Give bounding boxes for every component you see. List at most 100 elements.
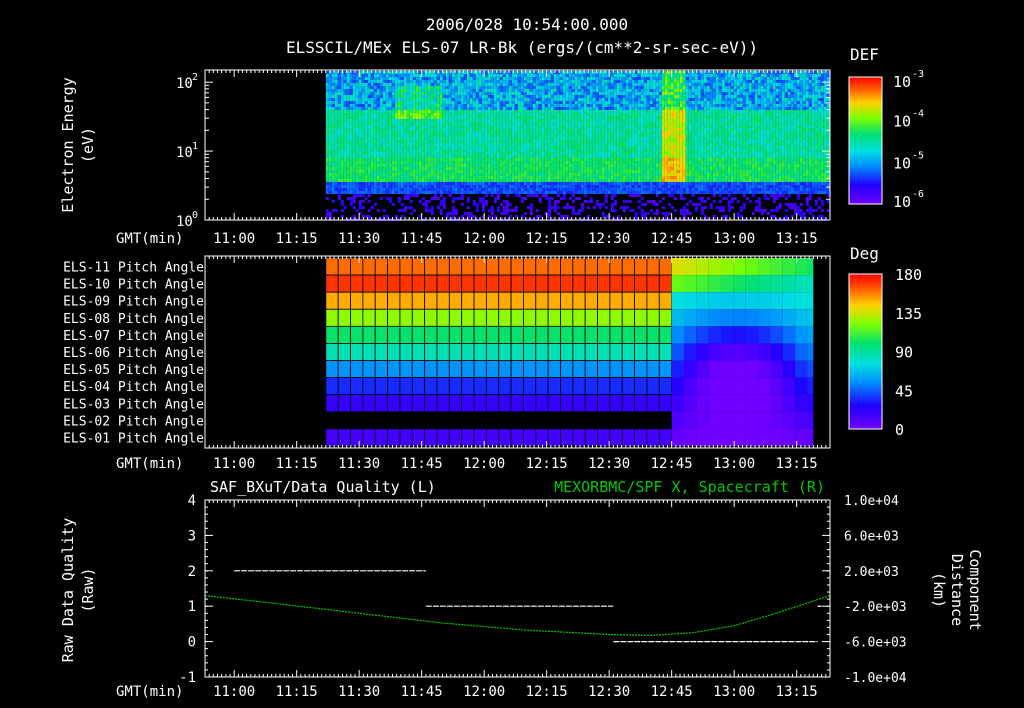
energy-spectrogram-cell <box>349 101 353 104</box>
energy-spectrogram-cell <box>364 86 368 89</box>
energy-spectrogram-cell <box>343 158 347 161</box>
energy-spectrogram-cell <box>463 110 467 113</box>
energy-spectrogram-cell <box>559 80 563 83</box>
energy-spectrogram-cell <box>418 200 422 203</box>
energy-spectrogram-cell <box>340 119 344 122</box>
energy-spectrogram-cell <box>373 122 377 125</box>
energy-spectrogram-cell <box>382 137 386 140</box>
energy-spectrogram-cell <box>553 80 557 83</box>
energy-spectrogram-cell <box>397 98 401 101</box>
energy-spectrogram-cell <box>466 161 470 164</box>
energy-spectrogram-cell <box>526 89 530 92</box>
energy-spectrogram-cell <box>364 170 368 173</box>
energy-spectrogram-cell <box>439 200 443 203</box>
energy-spectrogram-cell <box>553 170 557 173</box>
energy-spectrogram-cell <box>616 158 620 161</box>
energy-spectrogram-cell <box>541 143 545 146</box>
energy-spectrogram-cell <box>430 104 434 107</box>
energy-spectrogram-cell <box>343 188 347 191</box>
energy-spectrogram-cell <box>451 185 455 188</box>
energy-spectrogram-cell <box>646 113 650 116</box>
energy-spectrogram-cell <box>457 80 461 83</box>
energy-spectrogram-cell <box>598 173 602 176</box>
energy-spectrogram-cell <box>529 188 533 191</box>
energy-spectrogram-cell <box>610 80 614 83</box>
energy-spectrogram-cell <box>496 146 500 149</box>
energy-spectrogram-cell <box>529 152 533 155</box>
energy-spectrogram-cell <box>619 86 623 89</box>
energy-spectrogram-cell <box>445 191 449 194</box>
energy-spectrogram-cell <box>583 119 587 122</box>
energy-spectrogram-cell <box>337 179 341 182</box>
energy-spectrogram-cell <box>592 137 596 140</box>
energy-spectrogram-cell <box>439 134 443 137</box>
energy-spectrogram-cell <box>520 125 524 128</box>
energy-spectrogram-cell <box>433 89 437 92</box>
energy-spectrogram-cell <box>343 101 347 104</box>
energy-spectrogram-cell <box>349 86 353 89</box>
energy-spectrogram-cell <box>463 191 467 194</box>
energy-spectrogram-cell <box>649 176 653 179</box>
energy-spectrogram-cell <box>625 89 629 92</box>
energy-spectrogram-cell <box>622 152 626 155</box>
energy-spectrogram-cell <box>385 143 389 146</box>
energy-spectrogram-cell <box>592 98 596 101</box>
energy-spectrogram-cell <box>340 131 344 134</box>
energy-spectrogram-cell <box>622 137 626 140</box>
energy-spectrogram-cell <box>397 209 401 212</box>
energy-spectrogram-cell <box>364 101 368 104</box>
energy-spectrogram-cell <box>481 107 485 110</box>
energy-spectrogram-cell <box>376 161 380 164</box>
energy-spectrogram-cell <box>610 209 614 212</box>
energy-spectrogram-cell <box>565 185 569 188</box>
energy-spectrogram-cell <box>382 80 386 83</box>
energy-spectrogram-cell <box>493 164 497 167</box>
energy-spectrogram-cell <box>406 122 410 125</box>
energy-spectrogram-cell <box>370 86 374 89</box>
energy-spectrogram-cell <box>580 80 584 83</box>
energy-spectrogram-cell <box>628 92 632 95</box>
energy-spectrogram-cell <box>469 122 473 125</box>
energy-spectrogram-cell <box>493 128 497 131</box>
energy-spectrogram-cell <box>505 74 509 77</box>
energy-spectrogram-cell <box>640 179 644 182</box>
energy-spectrogram-cell <box>361 74 365 77</box>
energy-spectrogram-cell <box>553 77 557 80</box>
energy-spectrogram-cell <box>652 80 656 83</box>
energy-spectrogram-cell <box>475 188 479 191</box>
energy-spectrogram-cell <box>373 113 377 116</box>
energy-spectrogram-cell <box>367 110 371 113</box>
energy-spectrogram-cell <box>343 191 347 194</box>
energy-spectrogram-cell <box>424 152 428 155</box>
energy-spectrogram-cell <box>622 209 626 212</box>
energy-spectrogram-cell <box>517 74 521 77</box>
energy-spectrogram-cell <box>643 143 647 146</box>
energy-spectrogram-cell <box>508 170 512 173</box>
energy-spectrogram-cell <box>631 152 635 155</box>
energy-spectrogram-cell <box>355 116 359 119</box>
energy-spectrogram-cell <box>451 146 455 149</box>
energy-spectrogram-cell <box>499 149 503 152</box>
energy-spectrogram-cell <box>388 95 392 98</box>
energy-spectrogram-cell <box>652 89 656 92</box>
energy-spectrogram-cell <box>388 191 392 194</box>
energy-spectrogram-cell <box>628 182 632 185</box>
energy-spectrogram-cell <box>658 110 662 113</box>
energy-spectrogram-cell <box>520 92 524 95</box>
energy-spectrogram-cell <box>598 143 602 146</box>
energy-spectrogram-cell <box>340 149 344 152</box>
energy-spectrogram-cell <box>328 146 332 149</box>
energy-spectrogram-cell <box>367 155 371 158</box>
energy-spectrogram-cell <box>382 179 386 182</box>
energy-spectrogram-cell <box>523 185 527 188</box>
energy-spectrogram-cell <box>655 176 659 179</box>
energy-spectrogram-cell <box>484 119 488 122</box>
energy-spectrogram-cell <box>412 137 416 140</box>
energy-spectrogram-cell <box>517 176 521 179</box>
energy-spectrogram-cell <box>517 182 521 185</box>
energy-spectrogram-cell <box>367 146 371 149</box>
energy-spectrogram-cell <box>358 146 362 149</box>
energy-spectrogram-cell <box>637 89 641 92</box>
energy-spectrogram-cell <box>409 128 413 131</box>
energy-spectrogram-cell <box>529 86 533 89</box>
